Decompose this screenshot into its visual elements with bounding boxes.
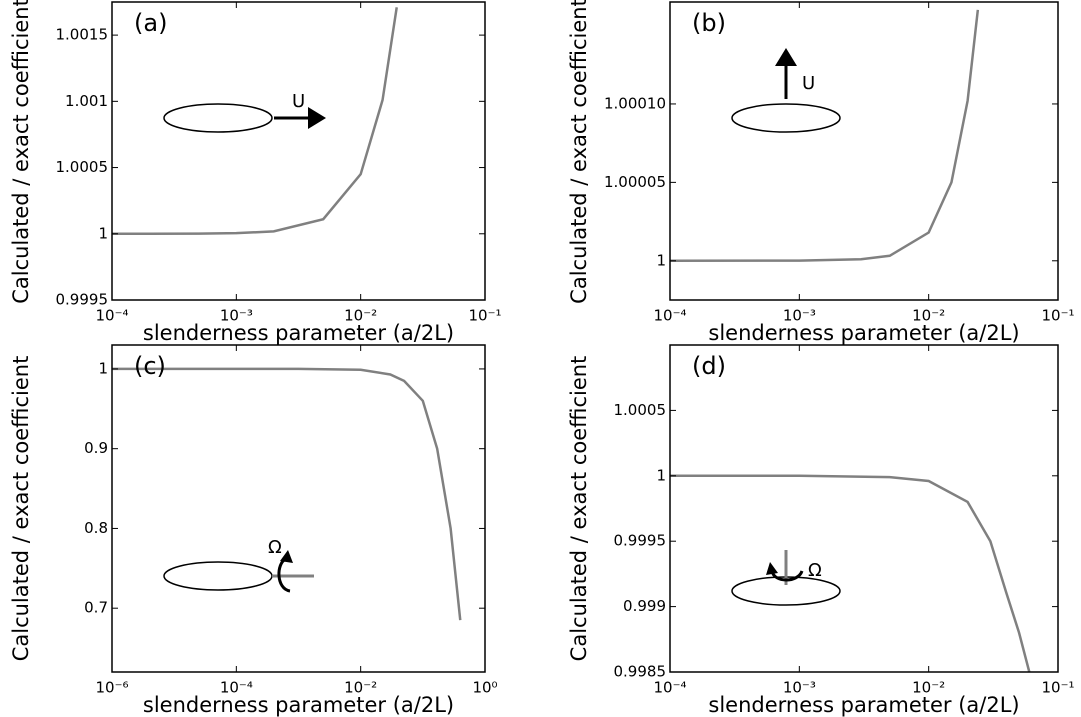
x-tick-label: 10⁻¹ (1041, 307, 1074, 325)
y-tick-label: 1.0005 (56, 158, 109, 176)
x-tick-label: 10⁻⁴ (653, 307, 686, 325)
y-tick-label: 0.999 (623, 597, 666, 615)
y-tick-label: 1.00010 (604, 94, 666, 112)
y-tick-label: 1.0005 (614, 401, 667, 419)
x-tick-label: 10⁻² (344, 679, 377, 697)
x-tick-label: 10⁻⁴ (653, 679, 686, 697)
x-tick-label: 10⁻³ (783, 307, 816, 325)
ellipse-icon (163, 103, 273, 133)
y-tick-label: 0.9985 (614, 663, 667, 681)
y-tick-label: 1.001 (65, 92, 108, 110)
x-tick-label: 10⁰ (472, 679, 497, 697)
arrow-head (766, 562, 778, 575)
y-tick-label: 0.9995 (614, 532, 667, 550)
panel-label: (c) (134, 352, 166, 380)
y-tick-label: 1 (98, 224, 108, 242)
annotation: Ω (268, 537, 282, 558)
y-axis-label: Calculated / exact coefficient (9, 0, 33, 304)
data-line (112, 7, 398, 236)
arrow-head (280, 550, 293, 563)
x-tick-label: 10⁻⁶ (95, 679, 128, 697)
axes-box (111, 344, 486, 673)
subplot: 10⁻⁴ 10⁻³ 10⁻² 10⁻¹ 0.9985 0.999 0.9995 1 1.0005… (567, 344, 1075, 717)
panel-label: (a) (134, 9, 167, 37)
x-tick-label: 10⁻³ (220, 307, 253, 325)
x-axis-label: slenderness parameter (a/2L) (143, 321, 454, 345)
x-axis-label: slenderness parameter (a/2L) (708, 321, 1019, 345)
x-tick-label: 10⁻² (912, 679, 945, 697)
y-tick-label: 0.9 (84, 439, 108, 457)
x-tick-label: 10⁻⁴ (95, 307, 128, 325)
subplot: 10⁻⁴ 10⁻³ 10⁻² 10⁻¹ 1 1.00005 1.00010 slenderne… (567, 0, 1075, 345)
y-tick-label: 1 (656, 466, 666, 484)
y-axis-label: Calculated / exact coefficient (567, 356, 591, 662)
y-tick-label: 0.8 (84, 519, 108, 537)
x-axis-label: slenderness parameter (a/2L) (143, 693, 454, 717)
y-tick-label: 1 (656, 251, 666, 269)
subplot: 10⁻⁴ 10⁻³ 10⁻² 10⁻¹ 0.9995 1 1.0005 1.001 1.0015… (9, 0, 502, 345)
arrow-head (308, 107, 326, 129)
x-tick-label: 10⁻¹ (468, 307, 501, 325)
panel-label: (b) (692, 9, 726, 37)
x-tick-label: 10⁻² (912, 307, 945, 325)
x-tick-label: 10⁻³ (783, 679, 816, 697)
y-tick-label: 0.7 (84, 599, 108, 617)
data-line (112, 367, 462, 621)
ellipse-icon (163, 561, 273, 591)
annotation: U (292, 91, 305, 112)
subplot: 10⁻⁶ 10⁻⁴ 10⁻² 10⁰ 0.7 0.8 0.9 1 slenderness par… (9, 344, 498, 717)
panel-label: (d) (692, 352, 726, 380)
y-tick-label: 1.00005 (604, 173, 666, 191)
annotation: Ω (808, 560, 822, 581)
arrow-head (775, 48, 797, 66)
data-line (670, 474, 1031, 672)
axes-box (111, 1, 486, 301)
axes-box (669, 344, 1059, 673)
data-line (670, 9, 980, 263)
y-axis-label: Calculated / exact coefficient (567, 0, 591, 304)
y-tick-label: 1.0015 (56, 26, 109, 44)
x-tick-label: 10⁻⁴ (220, 679, 253, 697)
annotation: U (802, 73, 815, 94)
x-axis-label: slenderness parameter (a/2L) (708, 693, 1019, 717)
y-axis-label: Calculated / exact coefficient (9, 356, 33, 662)
x-tick-label: 10⁻² (344, 307, 377, 325)
ellipse-icon (731, 103, 841, 133)
y-tick-label: 0.9995 (56, 291, 109, 309)
axes-box (669, 1, 1059, 301)
y-tick-label: 1 (98, 359, 108, 377)
x-tick-label: 10⁻¹ (1041, 679, 1074, 697)
